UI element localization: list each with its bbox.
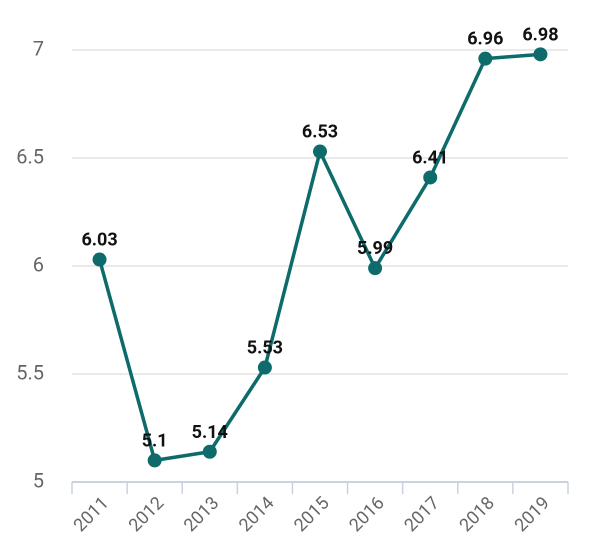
data-label: 5.99 bbox=[357, 238, 393, 259]
x-tick-label: 2012 bbox=[125, 493, 168, 536]
line bbox=[97, 52, 541, 463]
x-tick-label: 2014 bbox=[235, 493, 278, 536]
point bbox=[478, 51, 493, 66]
data-label: 6.53 bbox=[302, 122, 338, 143]
point bbox=[202, 444, 217, 459]
point bbox=[313, 144, 327, 159]
y-tick-label: 6 bbox=[33, 252, 44, 276]
x-tick-label: 2017 bbox=[400, 493, 443, 536]
y-tick-label: 7 bbox=[33, 36, 44, 60]
x-tick-label: 2013 bbox=[180, 493, 223, 536]
y-tick-label: 6.5 bbox=[16, 144, 44, 168]
x-tick-label: 2016 bbox=[345, 493, 388, 536]
data-label: 5.1 bbox=[142, 430, 168, 451]
x-tick-label: 2011 bbox=[70, 493, 113, 536]
y-tick-label: 5.5 bbox=[16, 360, 44, 384]
data-label: 6.96 bbox=[467, 29, 503, 50]
point bbox=[92, 252, 107, 267]
point bbox=[368, 261, 383, 276]
data-label: 6.98 bbox=[522, 24, 558, 45]
point bbox=[533, 47, 548, 62]
x-tick-label: 2018 bbox=[455, 493, 498, 536]
x-tick-label: 2019 bbox=[511, 493, 554, 536]
data-label: 6.41 bbox=[412, 147, 448, 168]
y-tick-label: 5 bbox=[33, 468, 44, 492]
data-label: 6.03 bbox=[81, 230, 117, 251]
data-label: 5.53 bbox=[247, 338, 283, 359]
data-label: 5.14 bbox=[192, 422, 228, 443]
x-tick-label: 2015 bbox=[290, 493, 333, 536]
point bbox=[257, 360, 272, 375]
point bbox=[423, 170, 438, 185]
point bbox=[147, 453, 162, 468]
